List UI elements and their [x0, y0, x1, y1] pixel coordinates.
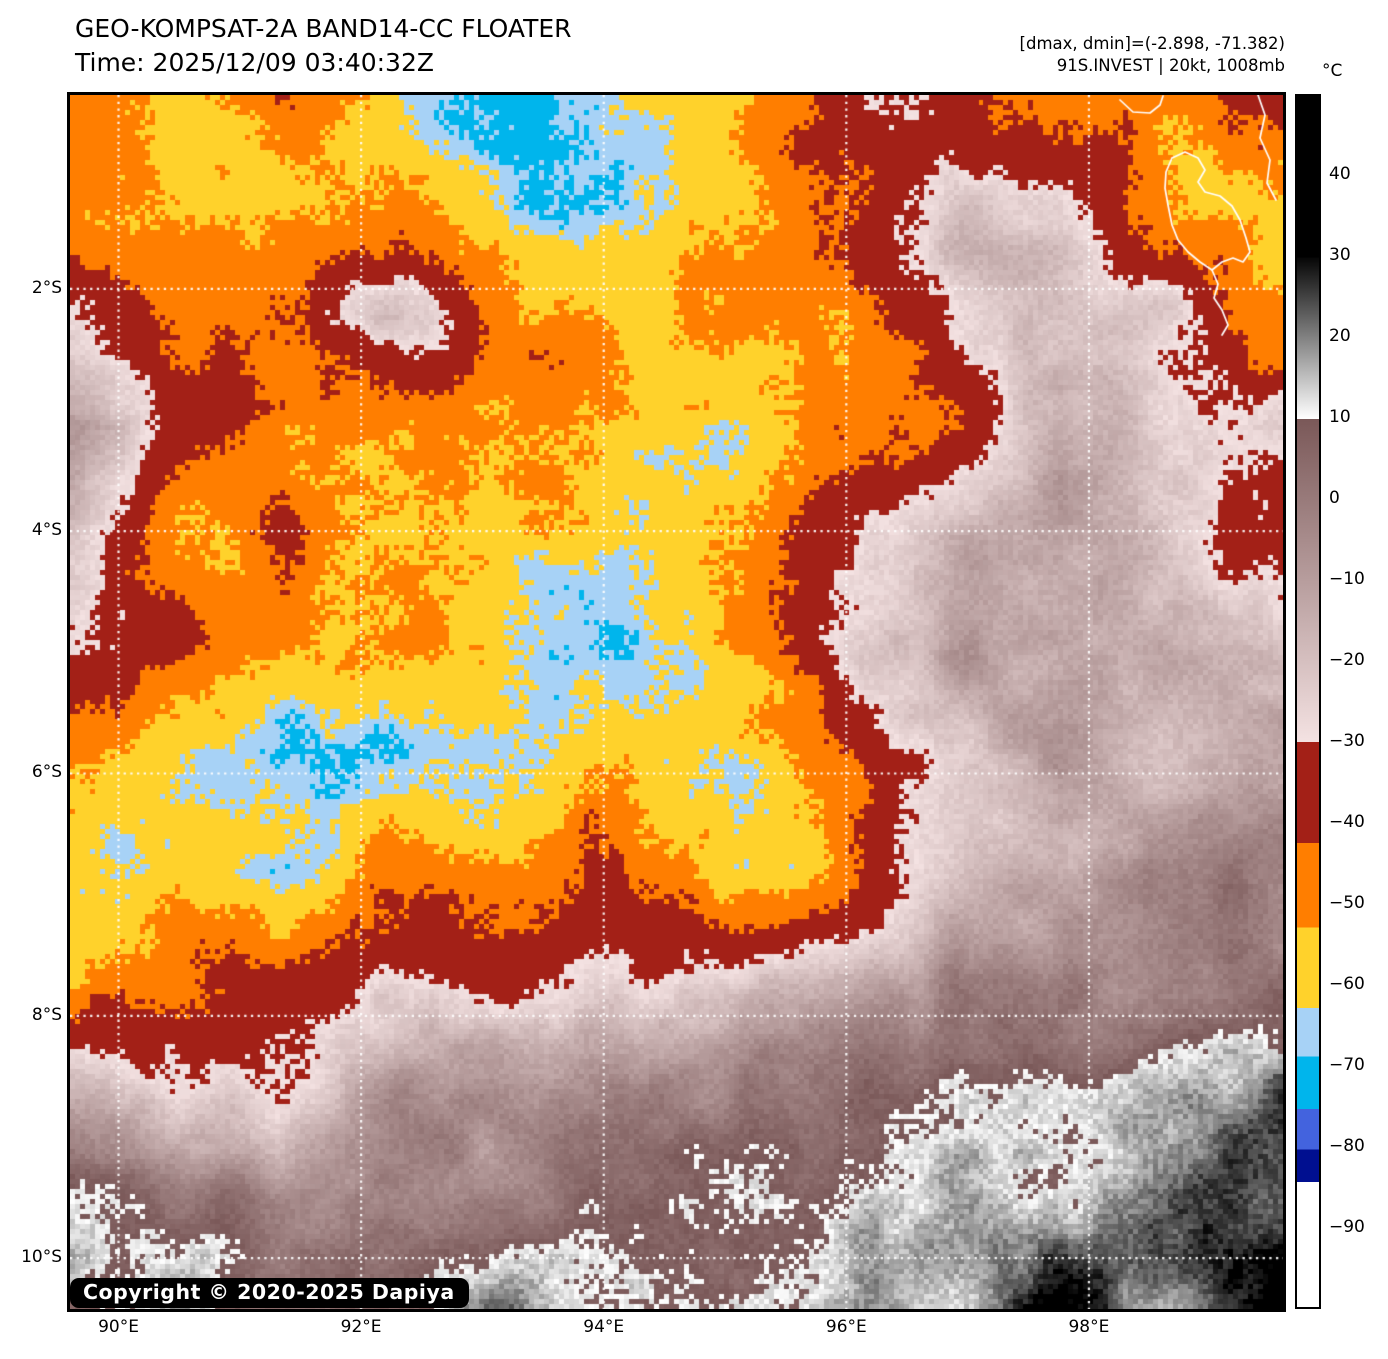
dmax-dmin-label: [dmax, dmin]=(-2.898, -71.382): [1019, 34, 1285, 53]
colorbar-tick-label: −20: [1329, 650, 1365, 670]
lat-tick-label: 6°S: [31, 762, 62, 783]
satellite-image-canvas: [70, 95, 1283, 1309]
colorbar-tick-label: 30: [1329, 245, 1351, 265]
colorbar-tick-label: −50: [1329, 893, 1365, 913]
colorbar-unit-label: °C: [1322, 61, 1343, 81]
lat-tick-label: 4°S: [31, 520, 62, 541]
lon-tick-label: 94°E: [583, 1317, 625, 1337]
lat-tick-label: 2°S: [31, 277, 62, 298]
colorbar-tick-label: 0: [1329, 488, 1340, 508]
page-title: GEO-KOMPSAT-2A BAND14-CC FLOATER: [75, 14, 572, 43]
lon-tick-label: 96°E: [825, 1317, 867, 1337]
time-label: Time: 2025/12/09 03:40:32Z: [75, 48, 434, 77]
colorbar-tick-label: −70: [1329, 1055, 1365, 1075]
colorbar-tick-label: 20: [1329, 326, 1351, 346]
colorbar-tick-label: −60: [1329, 974, 1365, 994]
lon-tick-label: 98°E: [1068, 1317, 1110, 1337]
colorbar-tick-label: −90: [1329, 1217, 1365, 1237]
lat-tick-label: 10°S: [21, 1247, 62, 1268]
colorbar-tick-label: −10: [1329, 569, 1365, 589]
lat-tick-label: 8°S: [31, 1004, 62, 1025]
colorbar-tick-label: −80: [1329, 1136, 1365, 1156]
copyright-badge: Copyright © 2020-2025 Dapiya: [70, 1278, 469, 1308]
colorbar-tick-label: 10: [1329, 407, 1351, 427]
stats-annotation: [dmax, dmin]=(-2.898, -71.382) 91S.INVES…: [1020, 33, 1285, 77]
colorbar: [1295, 94, 1321, 1309]
map-frame: Copyright © 2020-2025 Dapiya: [67, 92, 1286, 1312]
colorbar-tick-label: −40: [1329, 812, 1365, 832]
lon-tick-label: 92°E: [340, 1317, 382, 1337]
lon-tick-label: 90°E: [98, 1317, 139, 1337]
colorbar-tick-label: 40: [1329, 164, 1351, 184]
storm-info-label: 91S.INVEST | 20kt, 1008mb: [1056, 56, 1285, 75]
colorbar-tick-label: −30: [1329, 731, 1365, 751]
